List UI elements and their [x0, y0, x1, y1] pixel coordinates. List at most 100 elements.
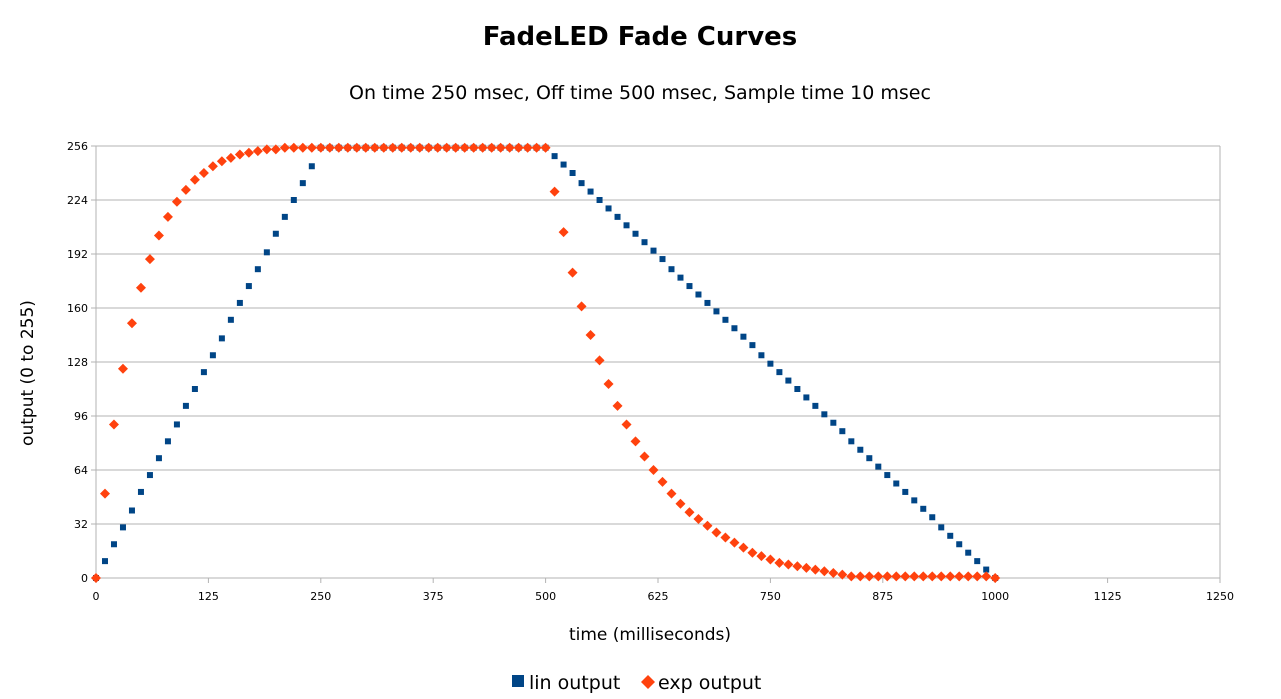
lin-output-point: [110, 541, 117, 548]
lin-output-point: [929, 514, 936, 521]
lin-output-point: [245, 283, 252, 290]
exp-output-point: [756, 551, 767, 562]
exp-output-point: [468, 142, 479, 153]
exp-output-point: [828, 567, 839, 578]
lin-output-point: [821, 411, 828, 418]
lin-output-point: [740, 333, 747, 340]
lin-output-point: [164, 438, 171, 445]
exp-output-point: [837, 569, 848, 580]
lin-output-point: [677, 274, 684, 281]
lin-output-point: [578, 180, 585, 187]
exp-output-point: [135, 282, 146, 293]
exp-output-point: [639, 451, 650, 462]
lin-output-point: [812, 402, 819, 409]
exp-output-point: [954, 571, 965, 582]
lin-output-point: [866, 455, 873, 462]
exp-output-point: [864, 571, 875, 582]
exp-output-point: [846, 571, 857, 582]
exp-output-point: [558, 227, 569, 238]
lin-output-point: [722, 316, 729, 323]
exp-output-point: [477, 142, 488, 153]
exp-output-point: [945, 571, 956, 582]
exp-output-point: [315, 142, 326, 153]
exp-output-point: [216, 156, 227, 167]
exp-output-point: [747, 547, 758, 558]
y-tick-label: 64: [74, 464, 88, 477]
lin-output-point: [911, 497, 918, 504]
lin-output-point: [848, 438, 855, 445]
exp-output-point: [504, 142, 515, 153]
lin-output-point: [272, 230, 279, 237]
exp-output-point: [234, 149, 245, 160]
exp-output-point: [684, 507, 695, 518]
lin-output-point: [659, 256, 666, 263]
exp-output-point: [585, 330, 596, 340]
lin-output-point: [299, 180, 306, 187]
exp-output-point: [225, 152, 236, 163]
exp-output-point: [297, 142, 308, 153]
exp-output-point: [459, 142, 470, 153]
lin-output-point: [749, 342, 756, 349]
lin-output-point: [146, 472, 153, 479]
exp-output-point: [333, 142, 344, 153]
x-tick-label: 375: [423, 590, 444, 603]
lin-output-point: [956, 541, 963, 548]
exp-output-point: [738, 542, 749, 553]
exp-output-point: [819, 566, 830, 577]
lin-output-point: [713, 308, 720, 315]
exp-output-point: [963, 571, 974, 582]
lin-output-point: [551, 153, 558, 160]
exp-output-point: [801, 562, 812, 573]
lin-output-point: [308, 163, 315, 170]
lin-output-point: [983, 566, 990, 573]
exp-output-point: [288, 142, 299, 153]
lin-output-point: [965, 549, 972, 556]
lin-output-point: [605, 205, 612, 212]
exp-output-point: [882, 571, 893, 582]
chart-subtitle: On time 250 msec, Off time 500 msec, Sam…: [349, 82, 931, 104]
exp-output-point: [648, 465, 659, 475]
exp-output-point: [972, 571, 983, 582]
y-tick-label: 224: [67, 194, 88, 207]
exp-output-point: [531, 142, 542, 153]
exp-output-point: [990, 573, 1001, 583]
exp-output-point: [252, 146, 263, 157]
exp-output-point: [162, 211, 173, 222]
y-tick-label: 192: [67, 248, 88, 261]
exp-output-point: [126, 318, 137, 329]
y-tick-label: 32: [74, 518, 88, 531]
lin-output-point: [209, 352, 216, 359]
lin-output-point: [704, 299, 711, 306]
lin-output-point: [767, 360, 774, 367]
lin-output-point: [686, 283, 693, 290]
legend-marker-square: [512, 675, 524, 687]
lin-output-point: [290, 197, 297, 203]
exp-output-point: [279, 142, 290, 153]
lin-output-point: [236, 299, 243, 306]
exp-output-point: [783, 559, 794, 570]
x-tick-label: 1250: [1206, 590, 1234, 603]
exp-output-point: [171, 196, 182, 207]
exp-output-point: [99, 488, 110, 499]
exp-output-point: [405, 142, 416, 153]
exp-output-point: [603, 378, 614, 389]
exp-output-point: [909, 571, 920, 582]
lin-output-point: [875, 463, 882, 470]
lin-output-point: [137, 488, 144, 495]
y-tick-label: 96: [74, 410, 88, 423]
lin-output-point: [218, 335, 225, 342]
lin-output-point: [668, 266, 675, 273]
legend-item-exp-output: exp output: [641, 672, 761, 694]
exp-output-point: [900, 571, 911, 582]
lin-output-point: [569, 170, 576, 176]
exp-output-point: [306, 142, 317, 153]
x-tick-label: 0: [93, 590, 100, 603]
exp-output-point: [765, 554, 776, 565]
exp-output-point: [630, 436, 641, 447]
exp-output-point: [693, 513, 704, 524]
lin-output-point: [641, 239, 648, 246]
exp-output-point: [450, 142, 461, 153]
exp-output-point: [936, 571, 947, 582]
lin-output-point: [596, 197, 603, 203]
x-tick-label: 750: [760, 590, 781, 603]
